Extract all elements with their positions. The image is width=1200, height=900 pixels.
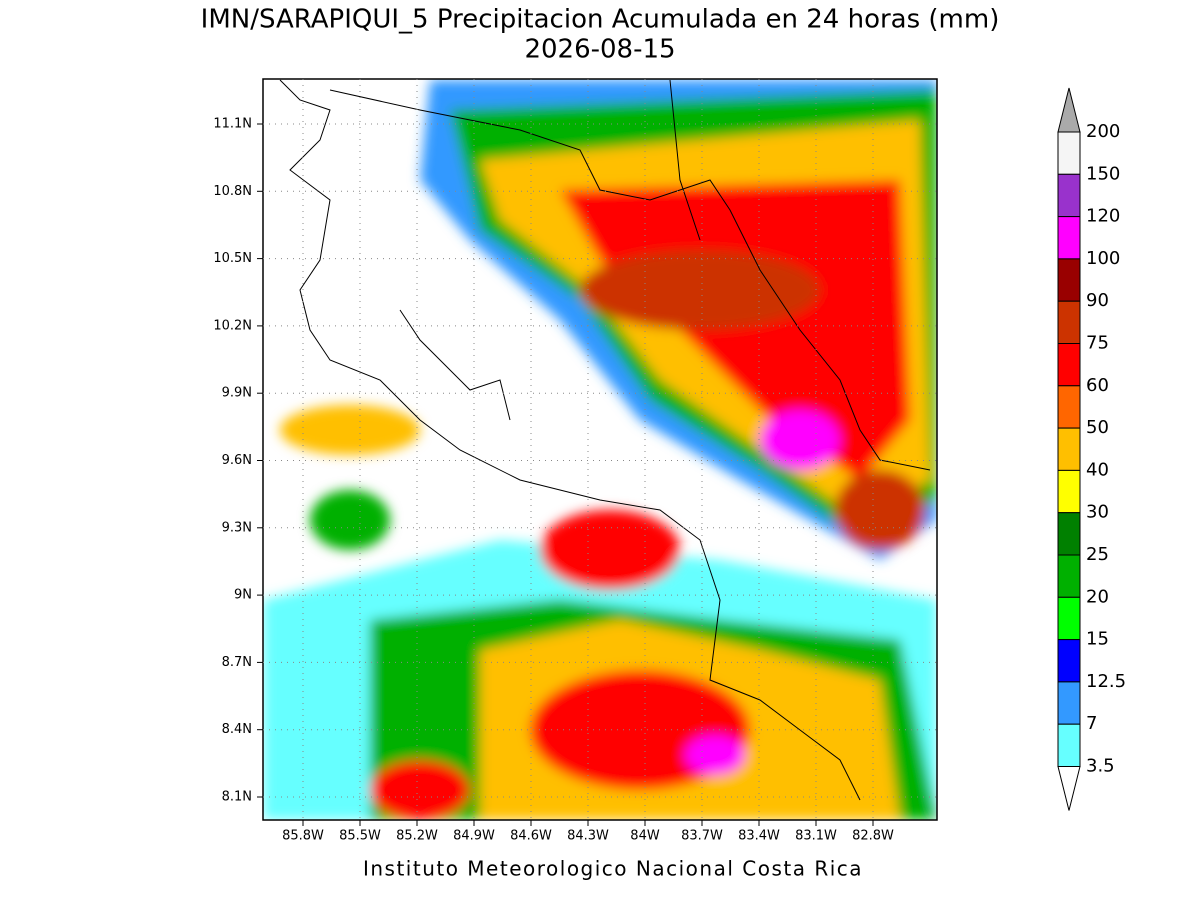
- lon-label: 83.4W: [738, 829, 780, 844]
- lon-label: 84.9W: [453, 829, 495, 844]
- colorbar-label: 25: [1086, 544, 1109, 565]
- colorbar-label: 75: [1086, 333, 1109, 354]
- lon-label: 85.8W: [282, 829, 324, 844]
- colorbar-box: [1057, 343, 1081, 387]
- lat-label: 10.8N: [213, 184, 252, 199]
- colorbar-label: 200: [1086, 121, 1120, 142]
- lat-label: 10.2N: [213, 318, 252, 333]
- lon-label: 85.5W: [339, 829, 381, 844]
- lat-label: 9N: [234, 588, 252, 603]
- colorbar-top: [1057, 87, 1081, 133]
- colorbar-label: 90: [1086, 290, 1109, 311]
- colorbar-box: [1057, 469, 1081, 514]
- colorbar-box: [1057, 681, 1081, 725]
- colorbar-label: 12.5: [1086, 671, 1126, 692]
- colorbar-label: 20: [1086, 586, 1109, 607]
- precip-field: [263, 79, 937, 820]
- lat-label: 8.1N: [222, 790, 252, 805]
- lat-label: 8.4N: [222, 722, 252, 737]
- colorbar-label: 50: [1086, 417, 1109, 438]
- lon-label: 83.1W: [795, 829, 837, 844]
- colorbar-box: [1057, 385, 1081, 429]
- lon-label: 85.2W: [396, 829, 438, 844]
- colorbar-box: [1057, 173, 1081, 218]
- colorbar-box: [1057, 427, 1081, 471]
- date: 2026-08-15: [524, 35, 675, 65]
- lat-label: 8.7N: [222, 655, 252, 670]
- title: IMN/SARAPIQUI_5 Precipitacion Acumulada …: [201, 5, 1000, 35]
- colorbar-label: 40: [1086, 459, 1109, 480]
- lon-label: 84.3W: [567, 829, 609, 844]
- colorbar-bottom: [1057, 766, 1081, 811]
- lat-label: 9.9N: [222, 386, 252, 401]
- colorbar-box: [1057, 554, 1081, 598]
- colorbar-box: [1057, 216, 1081, 260]
- colorbar-label: 150: [1086, 163, 1120, 184]
- colorbar-label: 120: [1086, 206, 1120, 227]
- lat-label: 9.6N: [222, 453, 252, 468]
- colorbar-box: [1057, 258, 1081, 302]
- lat-label: 9.3N: [222, 520, 252, 535]
- lon-label: 83.7W: [681, 829, 723, 844]
- colorbar-label: 3.5: [1086, 756, 1115, 777]
- map-frame: [262, 78, 938, 821]
- colorbar-label: 100: [1086, 248, 1120, 269]
- colorbar-box: [1057, 639, 1081, 683]
- lon-label: 84.6W: [510, 829, 552, 844]
- lon-label: 82.8W: [852, 829, 894, 844]
- colorbar-label: 7: [1086, 713, 1097, 734]
- colorbar-box: [1057, 131, 1081, 175]
- lat-label: 11.1N: [213, 117, 252, 132]
- lon-label: 84W: [630, 829, 660, 844]
- lat-label: 10.5N: [213, 251, 252, 266]
- colorbar-box: [1057, 300, 1081, 345]
- footer: Instituto Meteorologico Nacional Costa R…: [363, 857, 863, 881]
- colorbar-label: 60: [1086, 375, 1109, 396]
- colorbar-box: [1057, 512, 1081, 556]
- colorbar-box: [1057, 596, 1081, 641]
- colorbar-box: [1057, 723, 1081, 768]
- colorbar-label: 15: [1086, 629, 1109, 650]
- colorbar-label: 30: [1086, 502, 1109, 523]
